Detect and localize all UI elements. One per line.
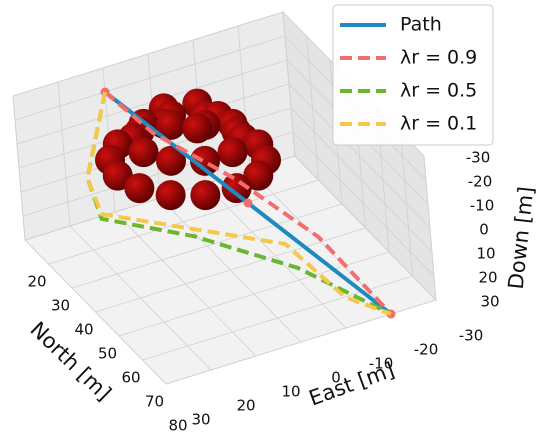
grid-line [288,83,431,229]
obstacle-sphere [155,180,186,211]
z-tick-label: 10 [476,245,495,263]
obstacle-sphere [221,173,252,204]
obstacle-sphere [128,137,159,168]
obstacle-sphere [124,173,155,204]
grid-line [14,35,286,121]
waypoint [243,198,253,208]
obstacle-sphere [156,145,187,176]
series-line [103,90,393,316]
series-line [85,91,392,316]
z-tick-label: -20 [468,173,493,191]
grid-line [12,11,284,97]
x-tick-label: 20 [27,273,46,291]
grid-line [24,239,167,385]
legend-label: λr = 0.9 [400,47,477,69]
y-tick-label: 30 [191,411,210,429]
x-tick-label: 80 [168,417,187,435]
z-tick-label: -10 [470,197,495,215]
y-tick-label: 0 [331,369,341,387]
z-tick-label: 30 [480,293,499,311]
legend-label: Path [400,14,442,36]
y-tick-label: 20 [236,397,255,415]
legend: Path λr = 0.9 λr = 0.5 λr = 0.1 [332,4,494,146]
y-tick-label: -30 [459,327,484,345]
x-tick-label: 30 [51,297,70,315]
obstacle-sphere [155,109,186,140]
legend-label: λr = 0.5 [400,80,477,102]
grid-line [159,197,302,343]
obstacle-sphere [243,160,274,191]
obstacle-sphere [182,113,213,144]
legend-box [332,4,494,146]
z-tick-label: -30 [466,149,491,167]
z-axis-title: Down [m] [504,185,539,290]
obstacle-sphere [102,160,133,191]
grid-line [69,225,212,371]
grid-line [294,155,437,301]
lines [85,87,396,319]
grid-line [292,131,435,277]
legend-label: λr = 0.1 [400,113,477,135]
grid-line [290,107,433,253]
y-tick-label: 10 [281,383,300,401]
obstacle-sphere [190,180,221,211]
x-tick-label: 40 [74,321,93,339]
obstacle-sphere [217,137,248,168]
z-tick-label: 0 [479,221,489,239]
x-tick-label: 70 [145,393,164,411]
z-tick-label: 20 [478,269,497,287]
y-tick-label: -10 [369,355,394,373]
y-axis-title: East [m] [306,358,398,411]
x-tick-label: 60 [121,369,140,387]
grid-line [114,211,257,357]
grid-line [204,183,347,329]
x-tick-label: 50 [98,345,117,363]
y-tick-label: -20 [414,341,439,359]
